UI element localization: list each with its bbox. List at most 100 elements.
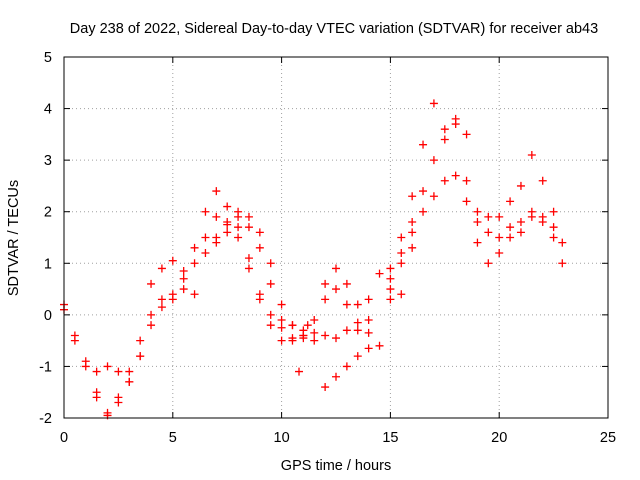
data-point xyxy=(223,228,232,237)
data-point xyxy=(114,398,123,407)
chart-title: Day 238 of 2022, Sidereal Day-to-day VTE… xyxy=(70,21,598,37)
plot-frame xyxy=(63,56,609,419)
data-point xyxy=(516,218,525,227)
data-point xyxy=(516,181,525,190)
data-point xyxy=(332,285,340,294)
data-point xyxy=(277,323,286,332)
data-point xyxy=(549,223,558,232)
data-point xyxy=(299,331,308,340)
data-point xyxy=(549,207,558,216)
data-point xyxy=(201,248,210,257)
data-point xyxy=(179,285,188,294)
series-track-8 xyxy=(321,344,373,392)
data-point xyxy=(473,207,482,216)
data-point xyxy=(223,202,232,211)
data-point xyxy=(81,362,90,371)
data-point xyxy=(332,372,340,381)
data-point xyxy=(408,228,417,237)
data-point xyxy=(234,223,243,232)
y-tick-label: -1 xyxy=(39,359,52,375)
data-point xyxy=(190,290,199,299)
data-point xyxy=(136,352,145,361)
data-point xyxy=(375,269,384,278)
data-point xyxy=(506,197,515,206)
data-point xyxy=(147,279,156,288)
data-point xyxy=(332,264,340,273)
data-point xyxy=(288,321,297,330)
data-point xyxy=(342,326,351,335)
data-point xyxy=(527,150,536,159)
data-point xyxy=(92,367,101,376)
data-point xyxy=(223,220,232,229)
data-point xyxy=(353,300,362,309)
series-track-12 xyxy=(375,243,417,350)
data-point xyxy=(310,316,319,325)
data-point xyxy=(451,171,460,180)
data-point xyxy=(495,233,504,242)
data-point xyxy=(495,248,504,257)
y-axis-label: SDTVAR / TECUs xyxy=(6,180,22,296)
data-point xyxy=(386,264,395,273)
data-point xyxy=(516,228,525,237)
data-point xyxy=(408,192,417,201)
series-track-1 xyxy=(60,187,297,420)
data-point xyxy=(125,367,134,376)
data-point xyxy=(168,256,177,265)
data-point xyxy=(201,233,210,242)
data-point xyxy=(190,259,199,268)
data-point xyxy=(538,218,547,227)
series-track-7 xyxy=(295,321,373,376)
data-point xyxy=(397,290,406,299)
data-point xyxy=(364,295,373,304)
series-track-2 xyxy=(60,212,308,417)
data-point xyxy=(527,212,536,221)
data-point xyxy=(375,341,384,350)
data-point xyxy=(266,321,275,330)
data-point xyxy=(310,336,319,345)
data-point xyxy=(408,243,417,252)
data-point xyxy=(429,192,438,201)
data-point xyxy=(386,295,395,304)
data-point xyxy=(462,176,471,185)
data-point xyxy=(179,274,188,283)
series-track-4 xyxy=(212,207,308,340)
data-point xyxy=(244,264,253,273)
data-point xyxy=(277,316,286,325)
data-point xyxy=(103,362,112,371)
axis-ticks: 0 5 10 15 20 25 -2 -1 0 1 2 3 4 5 xyxy=(39,50,616,446)
data-point xyxy=(255,228,264,237)
x-axis-label: GPS time / hours xyxy=(281,458,391,474)
data-point xyxy=(244,223,253,232)
data-point xyxy=(147,310,156,319)
y-tick-label: 1 xyxy=(44,256,52,272)
data-point xyxy=(419,207,428,216)
data-point xyxy=(234,233,243,242)
data-point xyxy=(506,223,515,232)
data-point xyxy=(244,254,253,263)
data-point xyxy=(201,207,210,216)
data-point xyxy=(549,233,558,242)
x-tick-label: 15 xyxy=(382,430,398,446)
x-tick-label: 0 xyxy=(60,430,68,446)
x-tick-label: 25 xyxy=(600,430,616,446)
data-point xyxy=(288,336,297,345)
data-point xyxy=(125,377,134,386)
data-point xyxy=(321,383,330,392)
y-tick-label: 4 xyxy=(44,102,52,118)
data-point xyxy=(462,130,471,139)
data-point xyxy=(255,295,264,304)
series-track-5 xyxy=(288,264,373,345)
data-point xyxy=(332,334,340,343)
data-point xyxy=(440,125,449,134)
data-point xyxy=(266,259,275,268)
data-point xyxy=(558,259,567,268)
y-tick-label: -2 xyxy=(39,411,52,427)
data-point xyxy=(157,303,166,312)
data-point xyxy=(103,408,112,417)
data-point xyxy=(353,352,362,361)
data-point xyxy=(484,228,493,237)
y-tick-label: 0 xyxy=(44,308,52,324)
data-point xyxy=(234,207,243,216)
data-point xyxy=(157,295,166,304)
data-marks xyxy=(60,99,567,420)
